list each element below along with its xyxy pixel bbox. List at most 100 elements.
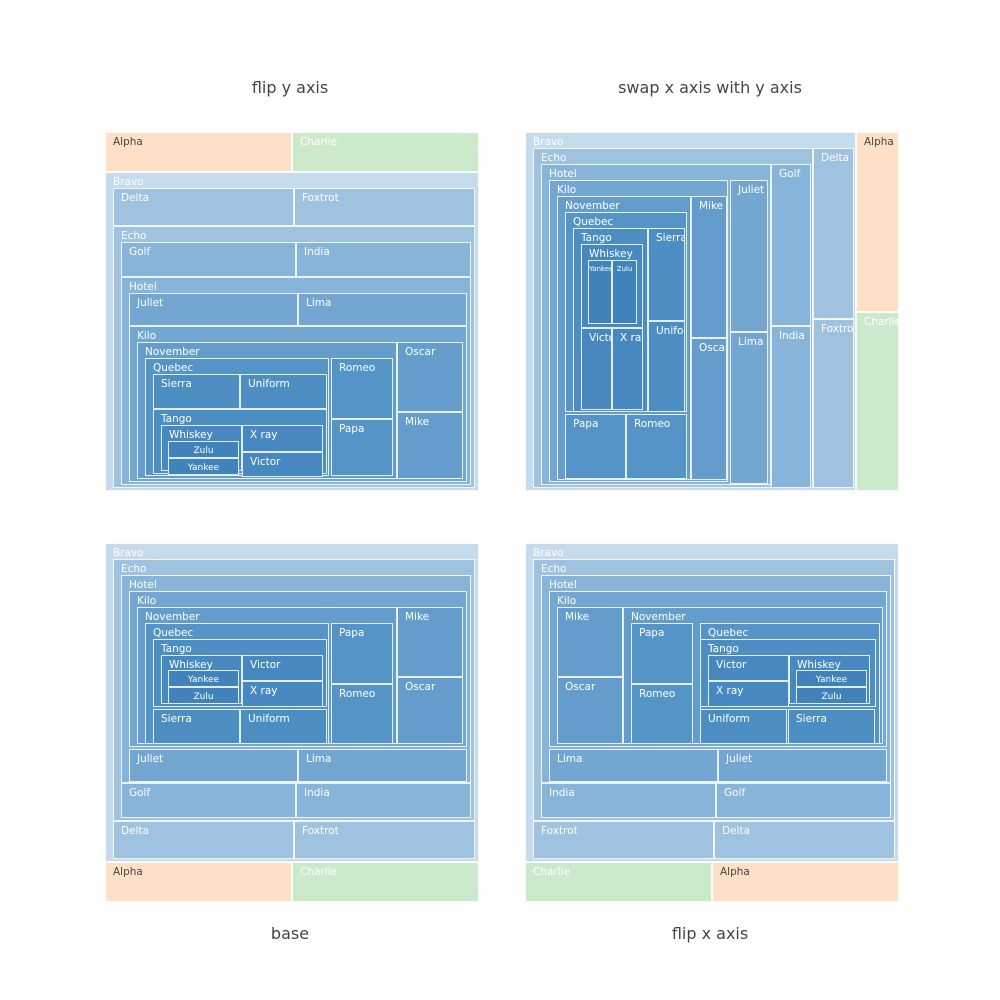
tile-golf[interactable]: Golf <box>121 783 296 818</box>
tile-victor[interactable]: Victor <box>242 452 323 477</box>
tile-label-lima: Lima <box>306 753 332 765</box>
tile-zulu[interactable]: Zulu <box>168 441 239 458</box>
tile-india[interactable]: India <box>541 783 716 818</box>
tile-delta[interactable]: Delta <box>714 821 895 859</box>
tile-sierra[interactable]: Sierra <box>153 374 240 409</box>
tile-uniform[interactable]: Uniform <box>648 321 685 412</box>
tile-papa[interactable]: Papa <box>631 623 693 684</box>
tile-mike[interactable]: Mike <box>397 412 463 479</box>
tile-label-golf: Golf <box>779 168 801 180</box>
tile-romeo[interactable]: Romeo <box>331 358 393 419</box>
tile-juliet[interactable]: Juliet <box>129 749 298 782</box>
tile-x-ray[interactable]: X ray <box>242 425 323 452</box>
tile-romeo[interactable]: Romeo <box>626 414 687 479</box>
tile-foxtrot[interactable]: Foxtrot <box>813 319 854 488</box>
tile-x-ray[interactable]: X ray <box>708 681 789 707</box>
tile-label-alpha: Alpha <box>864 136 894 148</box>
tile-delta[interactable]: Delta <box>813 148 854 319</box>
tile-sierra[interactable]: Sierra <box>648 228 685 321</box>
tile-zulu[interactable]: Zulu <box>796 687 867 704</box>
tile-x-ray[interactable]: X ray <box>612 328 643 410</box>
tile-romeo[interactable]: Romeo <box>331 684 393 744</box>
tile-lima[interactable]: Lima <box>730 332 768 484</box>
tile-uniform[interactable]: Uniform <box>700 709 787 744</box>
tile-delta[interactable]: Delta <box>113 821 294 859</box>
tile-label-juliet: Juliet <box>137 753 164 765</box>
tile-juliet[interactable]: Juliet <box>730 180 768 332</box>
tile-victor[interactable]: Victor <box>581 328 612 410</box>
tile-india[interactable]: India <box>296 783 471 818</box>
tile-sierra[interactable]: Sierra <box>788 709 875 744</box>
tile-foxtrot[interactable]: Foxtrot <box>533 821 714 859</box>
tile-oscar[interactable]: Oscar <box>557 677 623 744</box>
tile-lima[interactable]: Lima <box>298 293 467 326</box>
tile-india[interactable]: India <box>771 326 811 488</box>
tile-golf[interactable]: Golf <box>771 164 811 326</box>
tile-victor[interactable]: Victor <box>708 655 789 681</box>
tile-papa[interactable]: Papa <box>331 623 393 684</box>
tile-lima[interactable]: Lima <box>298 749 467 782</box>
tile-oscar[interactable]: Oscar <box>397 342 463 412</box>
tile-alpha[interactable]: Alpha <box>712 862 899 902</box>
tile-oscar[interactable]: Oscar <box>397 677 463 744</box>
tile-alpha[interactable]: Alpha <box>856 132 899 312</box>
tile-lima[interactable]: Lima <box>549 749 718 782</box>
tile-zulu[interactable]: Zulu <box>612 260 637 324</box>
tile-mike[interactable]: Mike <box>397 607 463 677</box>
tile-juliet[interactable]: Juliet <box>129 293 298 326</box>
tile-victor[interactable]: Victor <box>242 655 323 681</box>
tile-label-india: India <box>304 787 330 799</box>
tile-papa[interactable]: Papa <box>331 419 393 476</box>
tile-charlie[interactable]: Charlie <box>525 862 712 902</box>
tile-label-juliet: Juliet <box>738 184 765 196</box>
tile-charlie[interactable]: Charlie <box>856 312 899 491</box>
tile-label-india: India <box>779 330 805 342</box>
tile-label-zulu: Zulu <box>193 692 214 702</box>
tile-sierra[interactable]: Sierra <box>153 709 240 744</box>
tile-label-tango: Tango <box>161 643 192 655</box>
tile-label-india: India <box>304 246 330 258</box>
tile-oscar[interactable]: Oscar <box>691 338 727 480</box>
tile-label-x-ray: X ray <box>716 685 744 697</box>
tile-label-lima: Lima <box>557 753 583 765</box>
tile-charlie[interactable]: Charlie <box>292 132 479 172</box>
tile-alpha[interactable]: Alpha <box>105 862 292 902</box>
tile-label-echo: Echo <box>541 563 567 575</box>
tile-label-hotel: Hotel <box>549 168 577 180</box>
tile-label-quebec: Quebec <box>153 362 194 374</box>
tile-uniform[interactable]: Uniform <box>240 709 327 744</box>
tile-label-kilo: Kilo <box>137 595 157 607</box>
tile-zulu[interactable]: Zulu <box>168 687 239 704</box>
tile-delta[interactable]: Delta <box>113 188 294 226</box>
treemap-flip-y: Alpha Charlie Bravo Delta Foxtrot Echo Golf Ind… <box>105 132 479 491</box>
tile-juliet[interactable]: Juliet <box>718 749 887 782</box>
tile-yankee[interactable]: Yankee <box>588 260 612 324</box>
tile-label-mike: Mike <box>565 611 590 623</box>
tile-foxtrot[interactable]: Foxtrot <box>294 821 475 859</box>
tile-golf[interactable]: Golf <box>121 242 296 277</box>
tile-romeo[interactable]: Romeo <box>631 684 693 744</box>
tile-india[interactable]: India <box>296 242 471 277</box>
tile-label-uniform: Uniform <box>656 325 684 337</box>
tile-label-lima: Lima <box>738 336 764 348</box>
tile-uniform[interactable]: Uniform <box>240 374 327 409</box>
tile-label-whiskey: Whiskey <box>169 429 213 441</box>
tile-charlie[interactable]: Charlie <box>292 862 479 902</box>
tile-label-alpha: Alpha <box>113 866 143 878</box>
tile-label-uniform: Uniform <box>248 713 290 725</box>
tile-alpha[interactable]: Alpha <box>105 132 292 172</box>
tile-yankee[interactable]: Yankee <box>168 458 239 475</box>
tile-label-golf: Golf <box>129 787 151 799</box>
tile-papa[interactable]: Papa <box>565 414 626 479</box>
tile-yankee[interactable]: Yankee <box>168 670 239 687</box>
tile-yankee[interactable]: Yankee <box>796 670 867 687</box>
tile-label-november: November <box>631 611 686 623</box>
tile-golf[interactable]: Golf <box>716 783 891 818</box>
tile-label-victor: Victor <box>589 332 611 344</box>
tile-foxtrot[interactable]: Foxtrot <box>294 188 475 226</box>
tile-label-quebec: Quebec <box>708 627 749 639</box>
tile-label-delta: Delta <box>121 825 150 837</box>
tile-x-ray[interactable]: X ray <box>242 681 323 707</box>
tile-mike[interactable]: Mike <box>691 196 727 338</box>
tile-mike[interactable]: Mike <box>557 607 623 677</box>
